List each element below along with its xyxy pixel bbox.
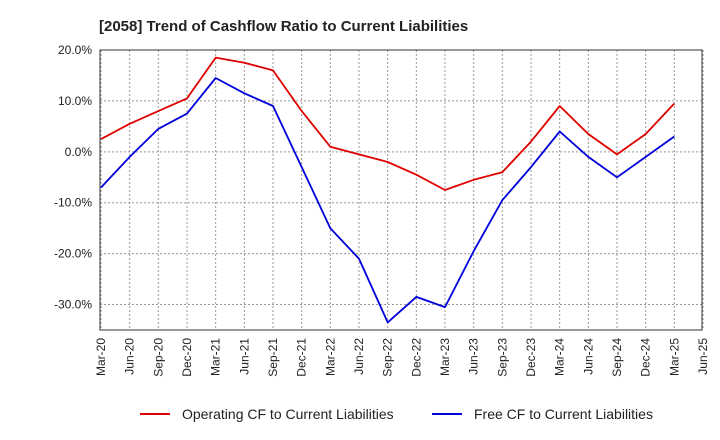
y-tick-label: -10.0%	[54, 196, 92, 210]
x-tick-label: Jun-22	[352, 338, 366, 375]
x-tick-label: Mar-21	[209, 338, 223, 376]
y-tick-label: 10.0%	[58, 94, 92, 108]
x-tick-label: Mar-24	[553, 338, 567, 376]
x-tick-label: Jun-24	[581, 338, 595, 375]
x-tick-label: Mar-22	[323, 338, 337, 376]
legend-label-2: Free CF to Current Liabilities	[474, 406, 653, 422]
plot-frame	[99, 49, 703, 331]
y-tick-label: -20.0%	[54, 247, 92, 261]
series-line-2	[100, 77, 675, 324]
y-tick-label: -30.0%	[54, 298, 92, 312]
x-tick-label: Mar-20	[94, 338, 108, 376]
x-tick-label: Jun-25	[696, 338, 710, 375]
x-tick-label: Sep-20	[151, 338, 165, 377]
y-tick-label: 20.0%	[58, 43, 92, 57]
x-tick-label: Dec-21	[295, 338, 309, 377]
x-tick-label: Sep-24	[610, 338, 624, 377]
x-tick-label: Jun-21	[237, 338, 251, 375]
y-tick-label: 0.0%	[65, 145, 93, 159]
x-tick-label: Mar-23	[438, 338, 452, 376]
x-tick-label: Dec-20	[180, 338, 194, 377]
series-line-1	[100, 56, 675, 191]
x-tick-label: Jun-20	[123, 338, 137, 375]
chart-title: [2058] Trend of Cashflow Ratio to Curren…	[99, 18, 468, 35]
x-tick-label: Dec-24	[639, 338, 653, 377]
plot-area: 20.0% 10.0% 0.0% -10.0% -20.0% -30.0% Mar-20 Ju…	[54, 43, 710, 377]
x-tick-label: Sep-23	[495, 338, 509, 377]
x-tick-label: Dec-23	[524, 338, 538, 377]
legend-label-1: Operating CF to Current Liabilities	[182, 406, 394, 422]
x-tick-label: Sep-21	[266, 338, 280, 377]
x-tick-label: Jun-23	[467, 338, 481, 375]
x-tick-label: Dec-22	[409, 338, 423, 377]
x-tick-label: Sep-22	[381, 338, 395, 377]
x-tick-label: Mar-25	[667, 338, 681, 376]
legend: Operating CF to Current Liabilities Free …	[140, 406, 653, 422]
